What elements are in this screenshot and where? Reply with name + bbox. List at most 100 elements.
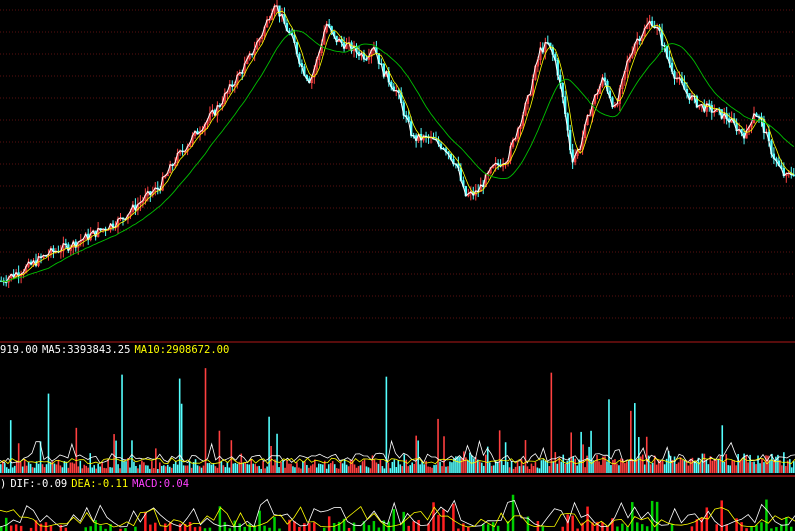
volume-bar [632,459,634,473]
volume-bar [170,467,173,473]
volume-bar [162,465,165,473]
macd-bar [59,525,63,531]
price-line [1,5,794,283]
volume-bar [401,466,404,473]
volume-bar [95,468,97,473]
volume-bar [178,378,181,473]
volume-bar [512,468,515,473]
volume-bar [602,456,604,473]
macd-bar [745,528,748,531]
volume-bar [218,430,221,473]
volume-bar [393,459,396,473]
dea-label: DEA: [71,478,97,490]
volume-bar [125,461,127,473]
macd-bar [4,517,8,531]
volume-bar [691,457,694,473]
volume-bar [564,463,567,473]
volume-bar [319,464,322,473]
macd-bar [263,525,266,531]
volume-bar [345,464,348,473]
volume-bar [91,467,94,473]
volume-bar [556,463,559,473]
volume-bar [528,468,531,473]
macd-bar [39,523,43,531]
volume-bar [558,457,561,473]
volume-bar [55,464,58,473]
volume-bar [711,460,714,473]
volume-bar [657,459,660,473]
macd-bar [298,526,301,531]
macd-bar [437,514,440,531]
volume-bar [159,462,161,473]
volume-bar [306,465,308,473]
volume-bar [749,454,751,473]
volume-bar [21,466,24,473]
volume-bar [75,427,78,473]
volume-bar [17,443,20,473]
volume-bar [478,461,481,473]
volume-bar [23,459,26,473]
macd-bar [720,500,723,531]
macd-bar [303,523,306,531]
volume-bar [329,463,332,473]
volume-bar [256,466,258,473]
volume-bar [445,466,447,473]
macd-bar [149,524,152,531]
volume-bar [669,455,672,473]
volume-bar [574,458,576,473]
macd-readout-prefix: ) [0,478,7,490]
volume-bar [594,461,596,473]
volume-bar [375,462,378,473]
volume-bar [109,467,111,473]
macd-bar [154,522,157,531]
volume-bar [25,465,28,473]
volume-bar [135,465,137,473]
volume-bar [715,459,718,473]
volume-bar [727,465,730,473]
volume-bar [484,454,487,473]
macd-bar [725,524,728,531]
volume-bar [636,459,638,473]
volume-bar [769,459,771,473]
volume-bar [7,468,10,473]
volume-bar [510,461,513,473]
volume-bar [673,456,676,473]
volume-bar [707,464,710,473]
volume-bar [300,468,302,473]
macd-bar [288,519,291,531]
volume-bar [236,463,239,473]
volume-bar [562,454,565,473]
volume-bar [202,465,205,473]
volume-bar [115,440,117,473]
volume-bar [284,467,286,473]
volume-bar [771,453,773,473]
volume-bar [757,455,759,473]
macd-bar [168,522,172,531]
volume-bar [751,462,753,473]
volume-bar [123,460,125,473]
volume-bar [606,461,608,473]
volume-bar [443,436,445,473]
volume-bar [61,467,64,473]
volume-bar [184,465,187,473]
volume-bar [645,436,648,473]
volume-bar [550,372,553,473]
volume-bar [31,467,34,473]
volume-bar [361,461,364,473]
macd-bar [457,528,460,531]
volume-bar [586,455,588,473]
volume-bar [228,467,231,473]
volume-bar [314,459,316,473]
macd-bar [715,524,718,531]
volume-bar [552,461,555,473]
macd-bar [9,525,13,531]
volume-bar [618,465,620,473]
macd-bar [34,520,38,531]
volume-bar [604,456,606,473]
volume-bar [457,456,459,473]
macd-bar [740,522,743,531]
macd-bar [427,523,430,531]
volume-bar [79,460,82,473]
volume-bar [129,467,131,473]
